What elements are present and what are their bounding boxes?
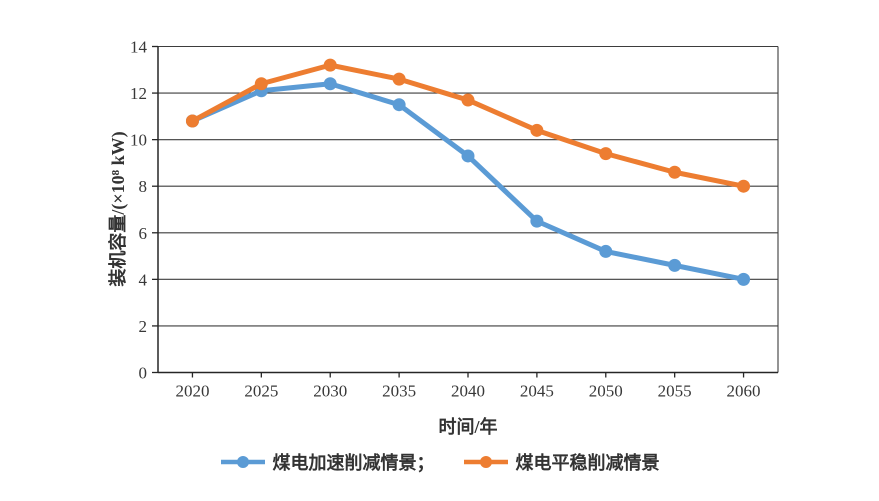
x-tick-label: 2035 [382, 382, 416, 401]
series-line [189, 62, 747, 189]
x-tick-label: 2050 [589, 382, 623, 401]
data-point [323, 58, 337, 72]
x-tick-label: 2060 [727, 382, 761, 401]
legend: 煤电加速削减情景； 煤电平稳削减情景 [0, 449, 879, 475]
y-tick-label: 14 [130, 38, 148, 57]
series-line [189, 81, 747, 282]
y-tick-label: 0 [139, 364, 148, 383]
data-point [737, 272, 751, 286]
legend-marker-icon [220, 456, 265, 468]
data-point [185, 114, 199, 128]
data-point [530, 214, 544, 228]
data-point [254, 77, 268, 91]
data-point [392, 98, 406, 112]
legend-label: 煤电加速削减情景； [272, 453, 435, 473]
data-point [599, 244, 613, 258]
legend-label: 煤电平稳削减情景 [515, 453, 660, 473]
data-point [668, 165, 682, 179]
data-point [461, 149, 475, 163]
data-point [323, 77, 337, 91]
y-tick-label: 10 [130, 131, 147, 150]
y-axis-title: 装机容量/(×10⁸ kW) [108, 131, 128, 287]
y-tick-label: 12 [130, 84, 147, 103]
x-tick-label: 2045 [520, 382, 554, 401]
legend-item: 煤电平稳削减情景 [463, 449, 660, 475]
y-tick-label: 8 [139, 177, 148, 196]
legend-marker-icon [463, 456, 508, 468]
data-point [599, 147, 613, 161]
data-point [392, 72, 406, 86]
data-point [530, 123, 544, 137]
legend-item: 煤电加速削减情景； [220, 449, 435, 475]
data-point [737, 179, 751, 193]
y-tick-label: 4 [139, 270, 148, 289]
x-tick-label: 2030 [313, 382, 347, 401]
y-tick-label: 6 [139, 224, 148, 243]
x-tick-label: 2040 [451, 382, 485, 401]
x-axis-title: 时间/年 [438, 417, 498, 437]
x-tick-label: 2020 [175, 382, 209, 401]
data-point [668, 258, 682, 272]
data-point [461, 93, 475, 107]
y-tick-label: 2 [139, 317, 148, 336]
x-tick-label: 2025 [244, 382, 278, 401]
x-tick-label: 2055 [658, 382, 692, 401]
